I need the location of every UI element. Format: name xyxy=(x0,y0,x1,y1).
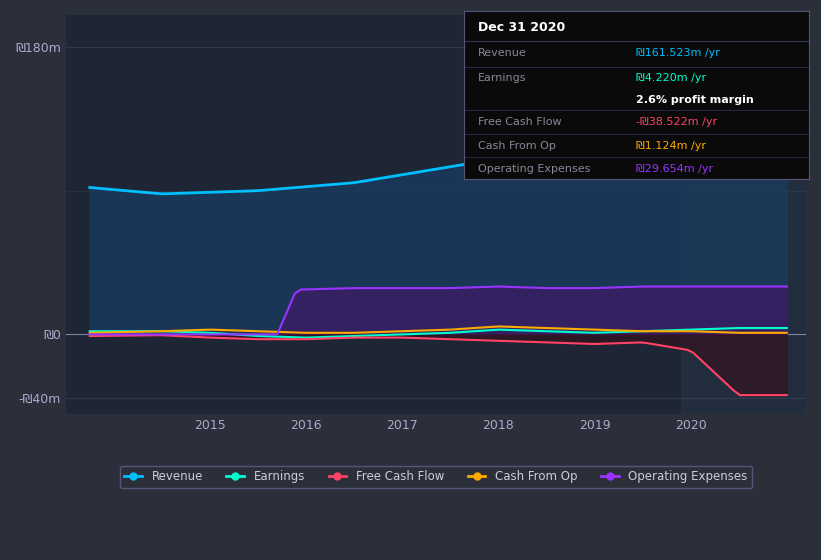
Text: ₪161.523m /yr: ₪161.523m /yr xyxy=(636,48,720,58)
Text: ₪29.654m /yr: ₪29.654m /yr xyxy=(636,164,713,174)
Text: ₪1.124m /yr: ₪1.124m /yr xyxy=(636,141,706,151)
Text: Dec 31 2020: Dec 31 2020 xyxy=(478,21,565,34)
Text: Operating Expenses: Operating Expenses xyxy=(478,164,590,174)
Text: Cash From Op: Cash From Op xyxy=(478,141,556,151)
Text: Revenue: Revenue xyxy=(478,48,526,58)
Bar xyxy=(681,15,806,414)
Text: ₪4.220m /yr: ₪4.220m /yr xyxy=(636,73,706,83)
Text: 2.6% profit margin: 2.6% profit margin xyxy=(636,95,754,105)
Text: -₪38.522m /yr: -₪38.522m /yr xyxy=(636,117,718,127)
Legend: Revenue, Earnings, Free Cash Flow, Cash From Op, Operating Expenses: Revenue, Earnings, Free Cash Flow, Cash … xyxy=(120,466,752,488)
Text: Free Cash Flow: Free Cash Flow xyxy=(478,117,562,127)
Text: Earnings: Earnings xyxy=(478,73,526,83)
